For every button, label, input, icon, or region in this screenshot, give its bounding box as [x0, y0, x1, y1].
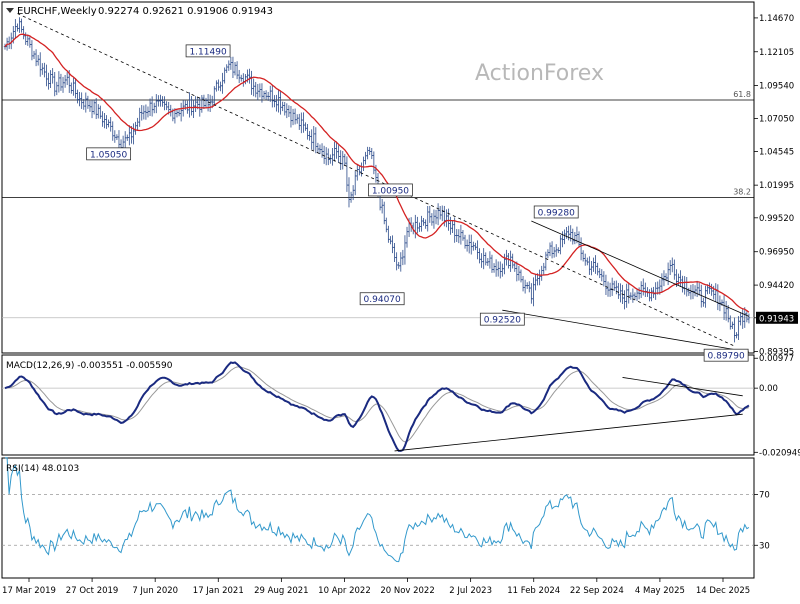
x-tick-label-0: 17 Mar 2019	[2, 586, 56, 596]
x-tick-label-3: 17 Jan 2021	[193, 586, 244, 596]
annotation-label-1: 1.05050	[90, 150, 127, 160]
x-tick-label-2: 7 Jun 2020	[132, 586, 178, 596]
price-tick-label-8: 0.94420	[759, 281, 794, 291]
rsi-title: RSI(14) 48.0103	[6, 464, 79, 474]
rsi-panel-frame	[1, 457, 755, 579]
price-axis: 1.14670 1.12105 1.09540 1.07050 1.04545 1.019…	[754, 14, 798, 357]
macd-tick-label-0: 0.00977	[759, 354, 794, 364]
price-tick-label-1: 1.12105	[759, 48, 794, 58]
watermark: ActionForex	[475, 61, 604, 86]
price-bars	[3, 17, 751, 343]
x-tick-label-6: 20 Nov 2022	[380, 586, 434, 596]
macd-support-line	[394, 413, 743, 452]
channel-upper-line	[531, 220, 750, 317]
macd-axis: 0.00977 0.00 -0.020949	[754, 354, 800, 458]
rsi-tick-label-0: 70	[759, 491, 770, 501]
x-tick-label-1: 27 Oct 2019	[66, 586, 119, 596]
x-tick-label-11: 14 Dec 2025	[696, 586, 750, 596]
fib-label-0: 61.8	[733, 90, 751, 99]
x-axis: 17 Mar 2019 27 Oct 2019 7 Jun 2020 17 Jan 2…	[2, 578, 750, 596]
trendlines	[17, 13, 750, 353]
annotation-label-6: 0.89790	[708, 352, 745, 362]
x-tick-label-9: 22 Sep 2024	[570, 586, 624, 596]
x-tick-label-5: 10 Apr 2022	[318, 586, 371, 596]
price-tick-label-2: 1.09540	[759, 82, 794, 92]
price-bar-359	[747, 313, 751, 324]
price-tick-label-10: 0.89395	[759, 347, 794, 357]
current-price-label: 0.91943	[759, 314, 794, 324]
x-tick-label-7: 2 Jul 2023	[449, 586, 492, 596]
dropdown-arrow-icon[interactable]	[6, 8, 14, 13]
macd-tick-label-2: -0.020949	[759, 448, 800, 458]
rsi-levels	[2, 494, 754, 546]
annotation-box-3	[359, 292, 405, 306]
macd-signal-line	[4, 366, 750, 443]
fib-label-1: 38.2	[733, 188, 751, 197]
x-tick-label-10: 4 May 2025	[635, 586, 685, 596]
annotation-label-0: 1.11490	[189, 47, 226, 57]
macd-tick-label-1: 0.00	[759, 384, 778, 394]
header: EURCHF,Weekly 0.92274 0.92621 0.91906 0.…	[6, 6, 273, 17]
annotation-label-5: 0.92520	[484, 316, 521, 326]
price-tick-label-3: 1.07050	[759, 114, 794, 124]
ohlc-values: 0.92274 0.92621 0.91906 0.91943	[98, 6, 273, 17]
annotation-label-4: 0.99280	[538, 208, 575, 218]
annotation-box-0	[185, 44, 231, 58]
macd-line	[4, 361, 750, 452]
x-tick-label-4: 29 Aug 2021	[254, 586, 308, 596]
price-tick-label-0: 1.14670	[759, 14, 794, 24]
ma-line	[4, 33, 750, 313]
annotation-label-2: 1.00950	[372, 186, 409, 196]
channel-lower-line	[502, 309, 749, 353]
annotation-box-2	[368, 183, 413, 197]
annotation-box-4	[533, 205, 579, 219]
annotation-box-6	[703, 348, 749, 362]
rsi-axis: 70 30	[754, 491, 770, 551]
annotation-label-3: 0.94070	[364, 295, 401, 305]
x-tick-label-8: 11 Feb 2024	[507, 586, 560, 596]
price-tick-label-7: 0.96950	[759, 248, 794, 258]
annotation-box-1	[86, 147, 132, 161]
price-tick-label-6: 0.99520	[759, 214, 794, 224]
rsi-line	[5, 457, 750, 563]
price-levels: 61.8 38.2	[2, 90, 754, 319]
symbol-label: EURCHF,Weekly	[17, 6, 97, 17]
macd-trendlines	[394, 377, 743, 452]
price-tick-label-4: 1.04545	[759, 148, 794, 158]
rsi-tick-label-1: 30	[759, 541, 770, 551]
annotation-box-5	[479, 312, 525, 326]
macd-title: MACD(12,26,9) -0.003551 -0.005590	[6, 361, 173, 371]
price-tick-label-5: 1.01995	[759, 181, 794, 191]
price-annotations: 1.11490 1.05050 1.00950 0.94070 0.99280 0.925…	[86, 44, 749, 362]
current-price-box	[756, 311, 798, 324]
macd-resistance-line	[622, 377, 743, 397]
